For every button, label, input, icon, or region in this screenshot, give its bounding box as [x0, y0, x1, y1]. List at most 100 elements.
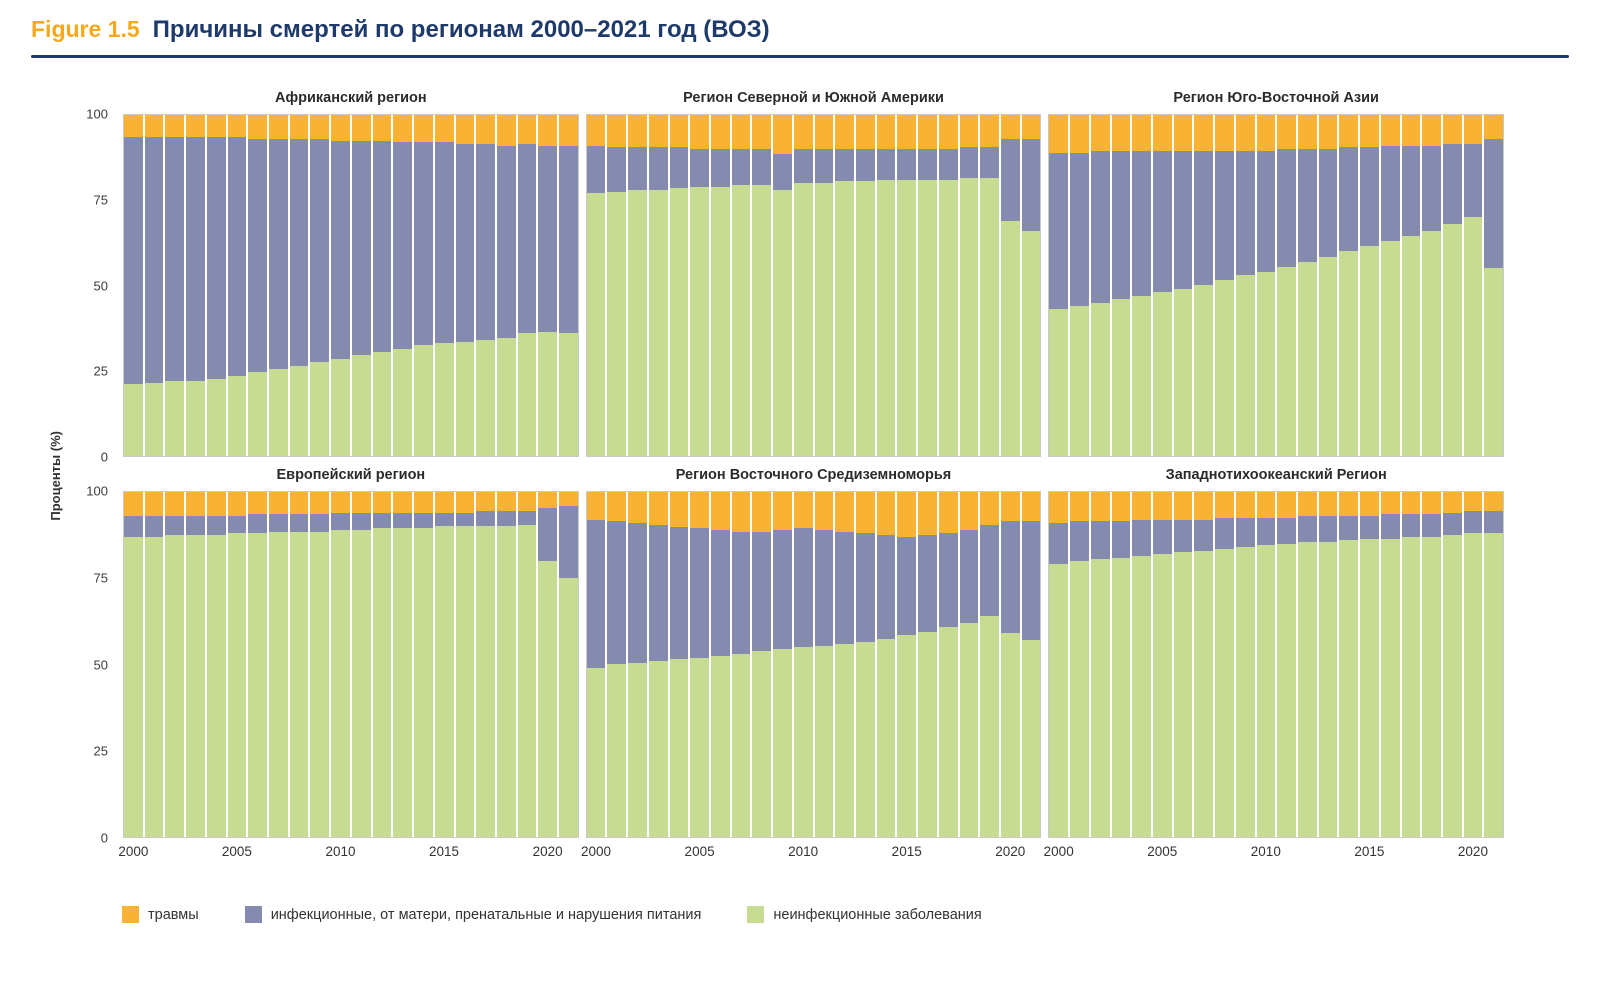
segment-infectious: [476, 143, 495, 341]
segment-ncd: [1070, 560, 1089, 837]
panel-title: Регион Северной и Южной Америки: [683, 90, 944, 106]
segment-injuries: [752, 115, 772, 150]
segment-ncd: [1401, 536, 1421, 837]
segment-injuries: [1194, 115, 1214, 151]
segment-infectious: [1318, 516, 1338, 543]
stacked-bar-2001: [607, 492, 627, 837]
segment-infectious: [331, 512, 350, 530]
segment-infectious: [1484, 138, 1504, 269]
stacked-bar-2001: [607, 115, 627, 456]
stacked-bar-2014: [1339, 115, 1359, 456]
segment-infectious: [1443, 143, 1462, 225]
segment-injuries: [1132, 115, 1151, 151]
segment-injuries: [414, 492, 433, 513]
segment-injuries: [289, 115, 309, 139]
stacked-bar-2017: [476, 115, 495, 456]
segment-infectious: [227, 137, 247, 376]
segment-ncd: [959, 623, 979, 837]
segment-injuries: [372, 492, 392, 513]
figure-title: Причины смертей по регионам 2000–2021 го…: [152, 16, 770, 43]
legend-item-injuries: травмы: [122, 906, 199, 923]
segment-ncd: [1001, 633, 1020, 837]
stacked-bar-2001: [144, 115, 164, 456]
stacked-bar-2009: [1235, 492, 1255, 837]
segment-ncd: [1132, 295, 1151, 456]
segment-injuries: [586, 115, 606, 146]
stacked-bar-2003: [1111, 115, 1131, 456]
segment-injuries: [1070, 115, 1089, 153]
stacked-bar-2015: [897, 115, 917, 456]
y-tick-label: 25: [93, 743, 108, 759]
stacked-bar-2011: [351, 115, 371, 456]
segment-ncd: [773, 190, 792, 456]
segment-infectious: [835, 149, 855, 182]
segment-ncd: [434, 526, 454, 837]
segment-injuries: [1235, 115, 1255, 151]
stacked-bar-2012: [835, 492, 855, 837]
segment-ncd: [455, 341, 475, 456]
stacked-bar-2006: [710, 115, 730, 456]
segment-injuries: [897, 115, 917, 150]
segment-injuries: [517, 492, 537, 511]
header-rule: [31, 55, 1569, 58]
segment-ncd: [586, 667, 606, 837]
segment-ncd: [959, 178, 979, 456]
segment-infectious: [310, 138, 330, 363]
segment-infectious: [628, 523, 647, 663]
stacked-bar-2002: [1090, 115, 1110, 456]
segment-injuries: [144, 492, 164, 517]
segment-injuries: [918, 492, 937, 536]
segment-ncd: [856, 642, 875, 837]
stacked-bar-2015: [434, 492, 454, 837]
segment-injuries: [980, 115, 1000, 148]
segment-infectious: [773, 529, 792, 649]
stacked-bar-2021: [559, 492, 578, 837]
stacked-bar-2006: [710, 492, 730, 837]
segment-ncd: [607, 191, 627, 456]
stacked-bar-2015: [1360, 115, 1379, 456]
segment-ncd: [897, 179, 917, 456]
y-tick-label: 25: [93, 363, 108, 379]
stacked-bar-2019: [980, 492, 1000, 837]
panel-europe: Европейский регион 2000 2005 2010 2015 2020: [118, 467, 579, 862]
stacked-bar-2009: [773, 492, 792, 837]
stacked-bar-2000: [124, 492, 143, 837]
y-tick-label: 75: [93, 570, 108, 586]
segment-ncd: [351, 529, 371, 837]
segment-infectious: [1194, 519, 1214, 551]
segment-ncd: [1173, 552, 1193, 837]
segment-ncd: [372, 528, 392, 837]
segment-injuries: [538, 492, 558, 508]
segment-injuries: [476, 115, 495, 144]
segment-injuries: [1463, 492, 1483, 511]
segment-infectious: [1235, 150, 1255, 276]
segment-ncd: [1380, 241, 1400, 456]
stacked-bar-2013: [1318, 115, 1338, 456]
segment-ncd: [434, 343, 454, 456]
legend-item-ncd: неинфекционные заболевания: [747, 906, 982, 923]
segment-ncd: [1401, 236, 1421, 456]
segment-injuries: [607, 492, 627, 522]
segment-ncd: [1256, 271, 1276, 456]
segment-injuries: [1152, 115, 1172, 151]
segment-ncd: [269, 369, 288, 456]
stacked-bar-2010: [793, 492, 813, 837]
segment-injuries: [1443, 115, 1462, 144]
segment-ncd: [372, 351, 392, 456]
legend-label: инфекционные, от матери, пренатальные и …: [270, 906, 702, 923]
stacked-bar-2018: [496, 115, 516, 456]
stacked-bar-2013: [856, 492, 875, 837]
stacked-bar-2016: [918, 115, 937, 456]
segment-injuries: [372, 115, 392, 141]
segment-injuries: [876, 492, 896, 536]
segment-ncd: [476, 340, 495, 456]
segment-injuries: [752, 492, 772, 532]
segment-injuries: [206, 492, 226, 517]
segment-ncd: [1277, 543, 1296, 837]
stacked-bar-2001: [144, 492, 164, 837]
x-tick-label: 2020: [532, 844, 563, 859]
plot-area: [585, 114, 1042, 457]
segment-infectious: [835, 531, 855, 644]
chart-row-bottom: 100 75 50 25 0 Европейский регион 2000 2005 20…: [70, 467, 1505, 862]
